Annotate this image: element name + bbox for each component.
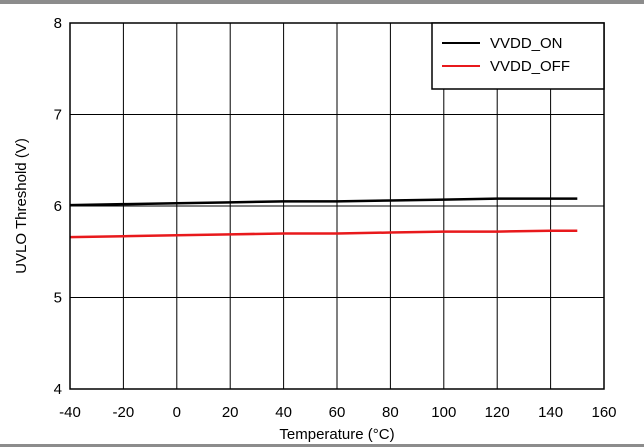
series-lines [69, 197, 578, 239]
x-tick-label: -40 [59, 404, 81, 421]
x-tick-label: -20 [113, 404, 135, 421]
x-tick-label: 120 [485, 404, 510, 421]
y-tick-label: 8 [54, 15, 62, 32]
legend-box [431, 22, 605, 90]
legend: VVDD_ON VVDD_OFF [431, 22, 605, 90]
series-line-vvdd-on [69, 197, 578, 207]
series-line-vvdd-off [69, 229, 578, 239]
x-tick-label: 100 [431, 404, 456, 421]
x-tick-label: 60 [329, 404, 346, 421]
bottom-border-rule [0, 444, 644, 447]
y-tick-label: 7 [54, 107, 62, 124]
y-tick-labels: 4 5 6 7 8 [54, 15, 62, 398]
x-tick-label: 160 [591, 404, 616, 421]
x-tick-label: 80 [382, 404, 399, 421]
x-tick-label: 140 [538, 404, 563, 421]
legend-label-vvdd-on: VVDD_ON [490, 35, 563, 52]
y-tick-label: 6 [54, 198, 62, 215]
x-tick-label: 40 [275, 404, 292, 421]
x-tick-labels: -40 -20 0 20 40 60 80 100 120 140 160 [59, 404, 616, 421]
x-tick-label: 20 [222, 404, 239, 421]
y-tick-label: 5 [54, 290, 62, 307]
x-tick-label: 0 [173, 404, 181, 421]
legend-label-vvdd-off: VVDD_OFF [490, 58, 570, 75]
plot-frame [69, 22, 605, 390]
top-border-rule [0, 0, 644, 4]
y-tick-label: 4 [54, 381, 62, 398]
y-axis-title: UVLO Threshold (V) [13, 138, 30, 274]
x-axis-title: Temperature (°C) [279, 426, 394, 443]
grid-lines [70, 23, 604, 389]
